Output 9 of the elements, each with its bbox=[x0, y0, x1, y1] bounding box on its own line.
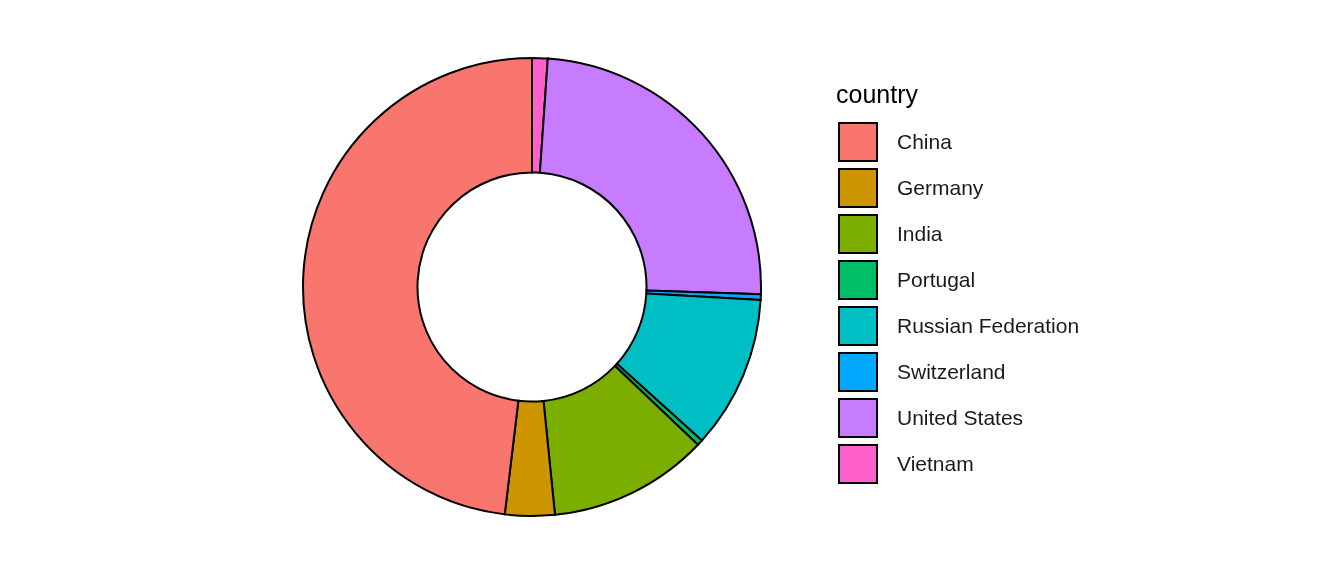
legend-label: Vietnam bbox=[897, 452, 974, 476]
legend-label: Russian Federation bbox=[897, 314, 1080, 338]
legend-label: Portugal bbox=[897, 268, 976, 292]
legend-label: United States bbox=[897, 406, 1024, 430]
legend-title: country bbox=[836, 80, 919, 109]
legend-label: India bbox=[897, 222, 943, 246]
legend-label: Germany bbox=[897, 176, 984, 200]
legend-label: China bbox=[897, 130, 952, 154]
legend-label: Switzerland bbox=[897, 360, 1006, 384]
